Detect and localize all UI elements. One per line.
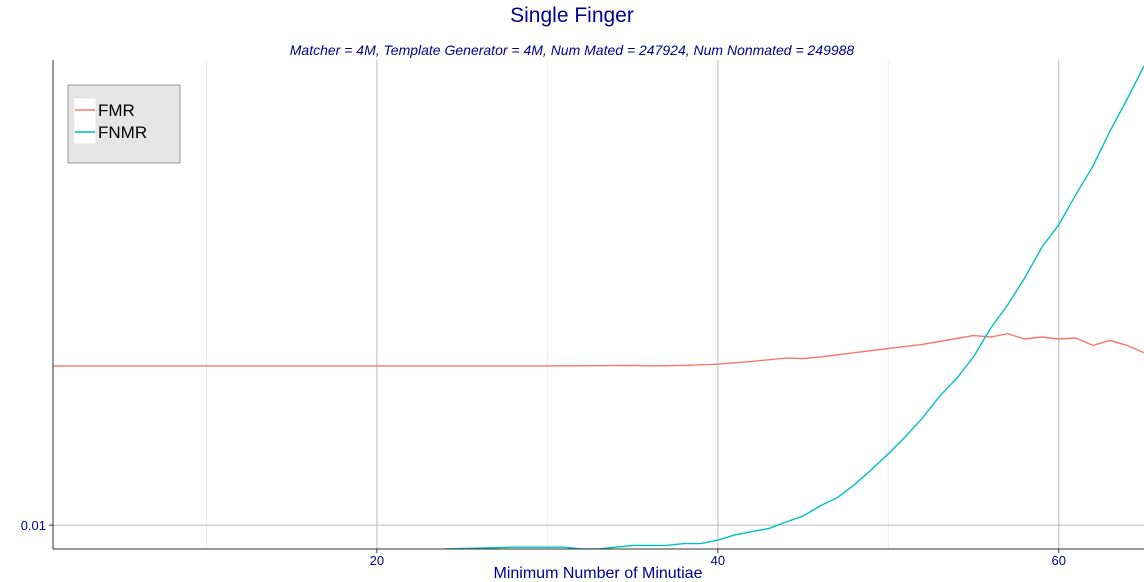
x-axis-title: Minimum Number of Minutiae [494, 565, 703, 582]
x-tick-label: 20 [370, 553, 384, 568]
legend-label-fnmr: FNMR [98, 123, 147, 142]
axis-ticks: 20 40 60 0.01 [21, 518, 1066, 568]
x-tick-label: 60 [1052, 553, 1066, 568]
chart-title: Single Finger [510, 4, 634, 27]
legend: FMR FNMR [67, 84, 181, 164]
series-lines [53, 65, 1144, 549]
x-tick-label: 40 [711, 553, 725, 568]
series-line-fmr [53, 332, 1144, 367]
series-line-fnmr [445, 65, 1144, 549]
plot-frame [52, 60, 1144, 550]
major-gridlines [53, 60, 1144, 549]
legend-label-fmr: FMR [98, 101, 135, 120]
y-tick-label: 0.01 [21, 518, 46, 533]
minor-gridlines [205, 60, 889, 549]
chart-subtitle: Matcher = 4M, Template Generator = 4M, N… [289, 42, 855, 58]
